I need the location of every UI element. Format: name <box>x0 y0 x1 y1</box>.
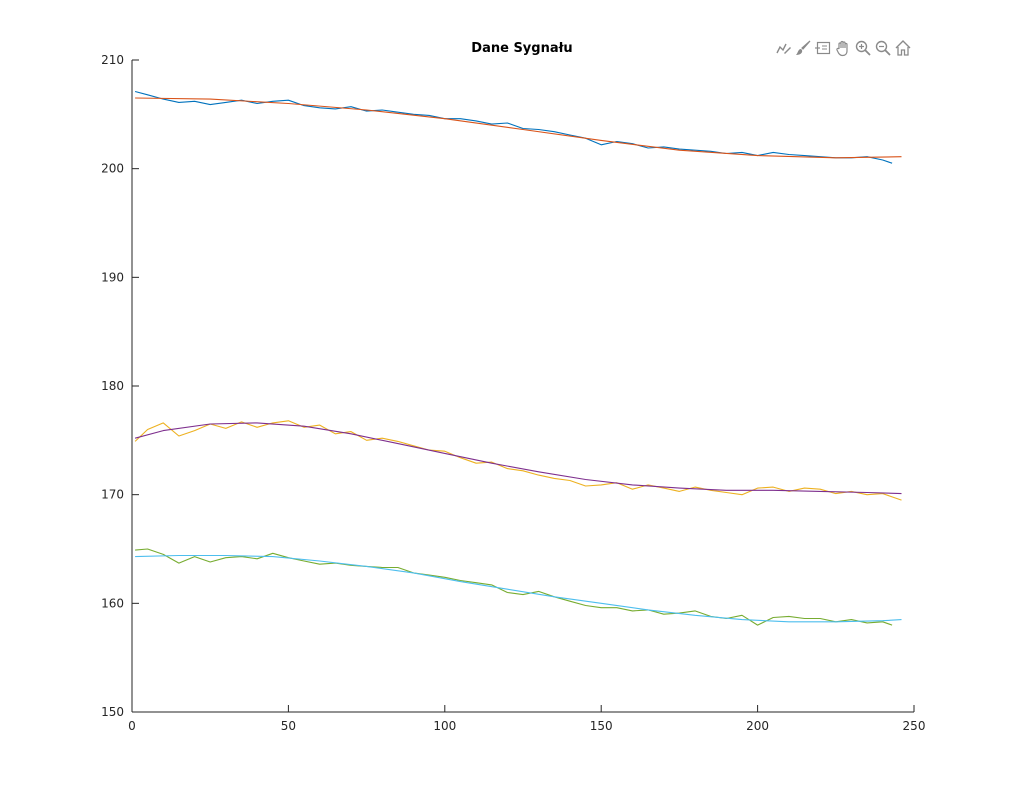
y-tick-label: 180 <box>101 379 124 393</box>
zoom-in-icon <box>855 40 871 56</box>
x-tick-label: 0 <box>128 719 136 733</box>
home-button[interactable] <box>894 38 912 58</box>
zoom-out-icon <box>875 40 891 56</box>
figure-toolbar <box>774 38 912 58</box>
series-line-4-fit <box>134 422 902 495</box>
series-line-5-signal <box>135 548 893 626</box>
x-tick-label: 150 <box>590 719 613 733</box>
y-tick-label: 170 <box>101 488 124 502</box>
brush-icon <box>796 40 811 55</box>
edit-plot-button[interactable] <box>774 38 792 58</box>
edit-plot-icon <box>776 43 791 54</box>
series-line-2-fit <box>135 97 902 159</box>
x-tick-label: 100 <box>433 719 456 733</box>
pan-button[interactable] <box>834 38 852 58</box>
y-tick-label: 190 <box>101 270 124 284</box>
ticks-layer: 0 50 100 150 200 250 150 160 170 180 190 200 210 <box>101 53 925 733</box>
chart-title: Dane Sygnału <box>471 41 572 56</box>
y-tick-label: 210 <box>101 53 124 67</box>
home-icon <box>895 40 911 56</box>
x-tick-label: 250 <box>903 719 926 733</box>
pan-hand-icon <box>836 40 848 57</box>
zoom-out-button[interactable] <box>874 38 892 58</box>
series-line-3-signal <box>134 420 902 501</box>
y-tick-label: 200 <box>101 162 124 176</box>
y-tick-label: 150 <box>101 705 124 719</box>
axes-box <box>131 60 914 713</box>
insert-legend-icon <box>815 41 831 55</box>
x-tick-label: 50 <box>281 719 296 733</box>
insert-legend-button[interactable] <box>814 38 832 58</box>
y-tick-label: 160 <box>101 596 124 610</box>
series-line-1-signal <box>134 90 893 164</box>
x-tick-label: 200 <box>746 719 769 733</box>
series-layer <box>134 90 902 626</box>
zoom-in-button[interactable] <box>854 38 872 58</box>
series-line-6-fit <box>135 554 902 623</box>
brush-button[interactable] <box>794 38 812 58</box>
